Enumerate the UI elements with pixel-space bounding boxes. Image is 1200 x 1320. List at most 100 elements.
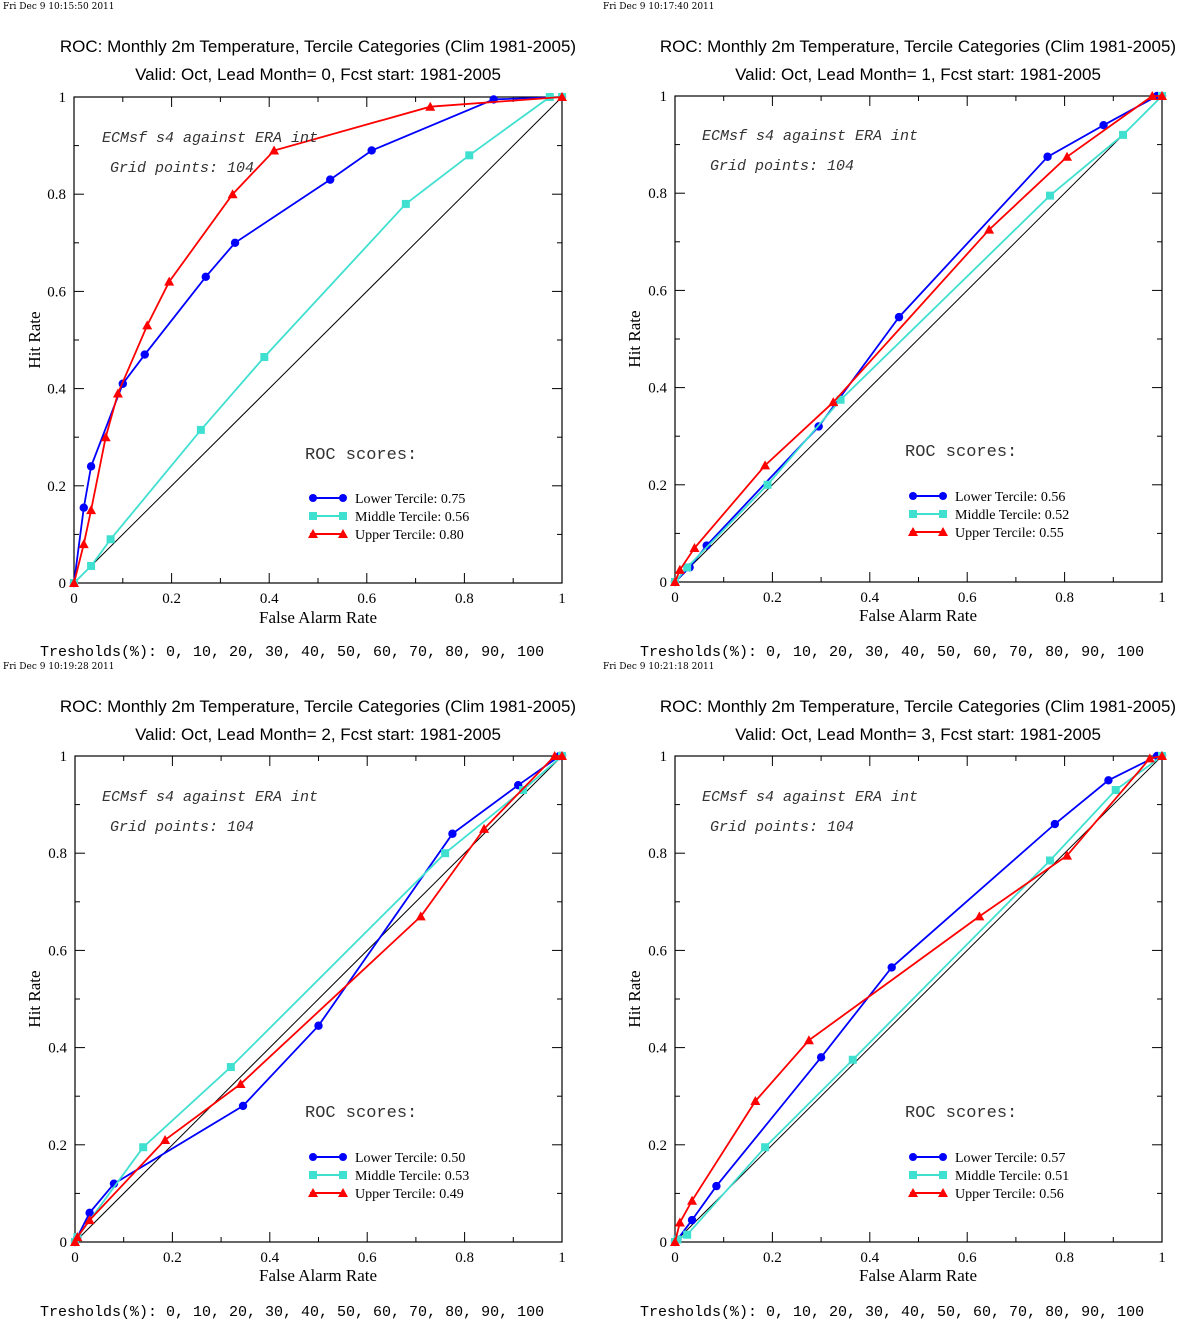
legend-marker-lower bbox=[309, 494, 317, 502]
x-tick-label: 0.4 bbox=[260, 591, 279, 607]
data-point-lower bbox=[140, 350, 149, 359]
legend-label-middle: Middle Tercile: 0.53 bbox=[355, 1169, 469, 1184]
series-lines bbox=[69, 92, 567, 588]
no-skill-diagonal bbox=[74, 755, 563, 1243]
data-point-lower bbox=[79, 503, 88, 512]
legend-marker-upper bbox=[938, 1188, 948, 1197]
legend-label-lower: Lower Tercile: 0.56 bbox=[955, 490, 1065, 505]
data-point-upper bbox=[1147, 91, 1158, 100]
data-point-middle bbox=[761, 1143, 770, 1152]
legend-label-upper: Upper Tercile: 0.80 bbox=[355, 528, 464, 543]
series-lines bbox=[70, 751, 567, 1247]
roc-chart-lead-1: Fri Dec 9 10:17:40 2011 ROC: Monthly 2m … bbox=[603, 2, 1176, 660]
legend-label-upper: Upper Tercile: 0.56 bbox=[955, 1187, 1064, 1202]
thresholds-footer: Tresholds(%): 0, 10, 20, 30, 40, 50, 60,… bbox=[640, 1304, 1144, 1320]
y-tick-label: 0.4 bbox=[648, 1041, 667, 1057]
legend-marker-middle bbox=[939, 510, 947, 518]
data-point-upper bbox=[70, 1237, 80, 1246]
no-skill-diagonal bbox=[73, 96, 563, 584]
data-point-upper bbox=[689, 542, 700, 552]
data-point-lower bbox=[326, 175, 335, 184]
data-point-lower bbox=[894, 312, 904, 322]
x-tick-label: 0 bbox=[71, 1250, 79, 1266]
data-point-upper bbox=[557, 751, 567, 760]
data-point-lower bbox=[816, 1053, 826, 1062]
x-tick-label: 1 bbox=[1158, 1250, 1166, 1266]
data-point-middle bbox=[87, 561, 96, 570]
timestamp: Fri Dec 9 10:15:50 2011 bbox=[3, 2, 115, 12]
data-point-lower bbox=[712, 1181, 721, 1191]
y-tick-label: 0 bbox=[59, 576, 67, 592]
data-point-middle bbox=[836, 395, 845, 404]
data-point-upper bbox=[72, 1232, 83, 1242]
annotation-source: ECMsf s4 against ERA int bbox=[702, 128, 918, 145]
data-point-upper bbox=[1062, 151, 1073, 161]
data-point-upper bbox=[557, 92, 567, 101]
y-tick-label: 0.8 bbox=[47, 187, 66, 203]
data-point-middle bbox=[763, 480, 772, 489]
legend-marker-middle bbox=[339, 1171, 347, 1179]
data-point-middle bbox=[1119, 130, 1128, 139]
x-axis-label: False Alarm Rate bbox=[259, 1266, 377, 1285]
series-line-lower bbox=[74, 755, 562, 1243]
x-tick-label: 0 bbox=[671, 590, 679, 606]
legend: Lower Tercile: 0.75 Middle Tercile: 0.56… bbox=[308, 492, 469, 543]
data-point-upper bbox=[415, 911, 426, 921]
data-point-upper bbox=[760, 460, 771, 470]
data-point-upper bbox=[1157, 751, 1167, 760]
legend-label-lower: Lower Tercile: 0.57 bbox=[955, 1151, 1065, 1166]
legend-marker-lower bbox=[939, 1153, 947, 1161]
x-tick-label: 0 bbox=[70, 591, 78, 607]
y-tick-label: 0.6 bbox=[648, 943, 667, 959]
y-tick-label: 1 bbox=[59, 90, 67, 106]
data-point-upper bbox=[670, 577, 680, 586]
legend-marker-upper bbox=[308, 529, 318, 538]
x-tick-label: 0.8 bbox=[1055, 590, 1074, 606]
x-tick-label: 0.8 bbox=[455, 1250, 474, 1266]
legend-marker-upper bbox=[908, 527, 918, 536]
no-skill-diagonal bbox=[674, 95, 1163, 583]
axes: 0 0.2 0.4 0.6 0.8 1 0 0.2 0.4 0.6 0.8 1 bbox=[47, 90, 566, 607]
data-point-lower bbox=[85, 1208, 94, 1218]
data-point-upper bbox=[828, 397, 839, 407]
roc-panel-lead-3: Fri Dec 9 10:21:18 2011 ROC: Monthly 2m … bbox=[600, 660, 1200, 1320]
data-point-upper bbox=[803, 1035, 814, 1045]
y-tick-label: 0.6 bbox=[48, 943, 67, 959]
chart-subtitle: Valid: Oct, Lead Month= 1, Fcst start: 1… bbox=[735, 65, 1101, 84]
roc-panel-lead-0: Fri Dec 9 10:15:50 2011 ROC: Monthly 2m … bbox=[0, 0, 600, 660]
legend-marker-middle bbox=[909, 510, 917, 518]
x-tick-label: 0 bbox=[671, 1250, 679, 1266]
legend: Lower Tercile: 0.56 Middle Tercile: 0.52… bbox=[908, 490, 1069, 541]
data-point-middle bbox=[683, 1230, 692, 1239]
legend-marker-middle bbox=[909, 1171, 917, 1179]
legend: Lower Tercile: 0.50 Middle Tercile: 0.53… bbox=[308, 1151, 469, 1202]
annotation-grid-points: Grid points: 104 bbox=[110, 819, 254, 836]
x-tick-label: 0.2 bbox=[162, 591, 181, 607]
chart-title: ROC: Monthly 2m Temperature, Tercile Cat… bbox=[660, 37, 1176, 56]
axes: 0 0.2 0.4 0.6 0.8 1 0 0.2 0.4 0.6 0.8 1 bbox=[648, 749, 1166, 1266]
data-point-upper bbox=[160, 1134, 171, 1144]
data-point-lower bbox=[887, 963, 896, 972]
legend-marker-middle bbox=[309, 512, 317, 520]
roc-scores-header: ROC scores: bbox=[905, 443, 1017, 462]
x-tick-label: 0.6 bbox=[958, 590, 977, 606]
x-tick-label: 0.6 bbox=[358, 1250, 377, 1266]
data-point-upper bbox=[687, 1195, 698, 1205]
timestamp: Fri Dec 9 10:19:28 2011 bbox=[3, 662, 115, 672]
data-point-middle bbox=[519, 786, 528, 795]
data-point-middle bbox=[1111, 786, 1120, 795]
x-tick-label: 0.4 bbox=[860, 1250, 879, 1266]
annotation-source: ECMsf s4 against ERA int bbox=[702, 789, 918, 806]
y-tick-label: 1 bbox=[660, 89, 668, 105]
data-point-upper bbox=[974, 911, 985, 921]
data-point-lower bbox=[1104, 776, 1113, 785]
data-point-middle bbox=[226, 1063, 235, 1072]
data-point-upper bbox=[100, 432, 111, 442]
data-point-middle bbox=[465, 151, 474, 160]
thresholds-footer: Tresholds(%): 0, 10, 20, 30, 40, 50, 60,… bbox=[640, 644, 1144, 660]
x-tick-label: 0.2 bbox=[163, 1250, 182, 1266]
x-tick-label: 0.4 bbox=[260, 1250, 279, 1266]
legend: Lower Tercile: 0.57 Middle Tercile: 0.51… bbox=[908, 1151, 1069, 1202]
x-axis-label: False Alarm Rate bbox=[259, 608, 377, 627]
